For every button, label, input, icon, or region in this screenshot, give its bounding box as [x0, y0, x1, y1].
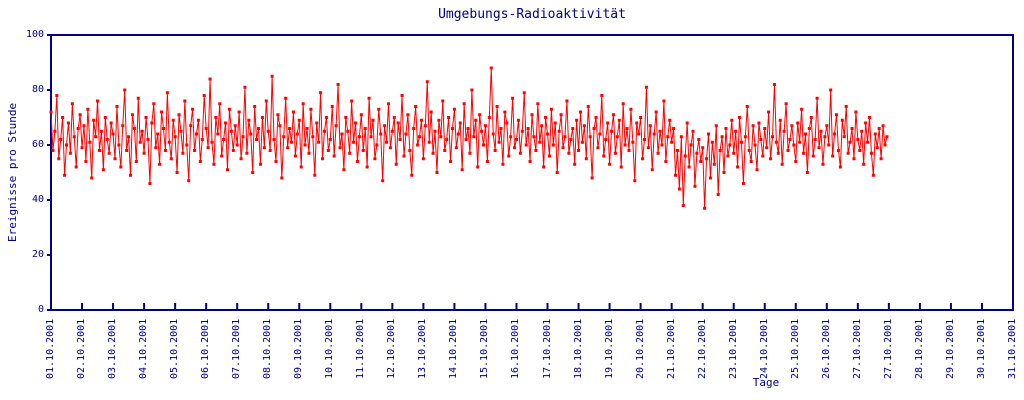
data-point-markers [49, 66, 889, 210]
x-tick-label: 02.10.2001 [76, 318, 88, 379]
x-tick-label: 26.10.2001 [820, 318, 832, 379]
x-tick-label: 31.10.2001 [1007, 318, 1018, 379]
x-tick-label: 20.10.2001 [634, 318, 646, 379]
x-tick-label: 04.10.2001 [138, 318, 150, 379]
x-tick-label: 09.10.2001 [293, 318, 305, 379]
x-tick-label: 03.10.2001 [107, 318, 119, 379]
x-tick-label: 08.10.2001 [262, 318, 274, 379]
y-tick-label: 40 [31, 194, 44, 205]
x-tick-label: 12.10.2001 [386, 318, 398, 379]
y-tick-label: 100 [25, 29, 44, 40]
y-axis-label: Ereignisse pro Stunde [6, 102, 19, 243]
x-tick-label: 19.10.2001 [603, 318, 615, 379]
y-tick-label: 20 [31, 249, 44, 260]
x-tick-label: 30.10.2001 [975, 318, 987, 379]
plot-border [50, 34, 1014, 311]
x-tick-label: 24.10.2001 [758, 318, 770, 379]
y-tick-label: 0 [37, 304, 44, 315]
y-tick-label: 80 [31, 84, 44, 95]
x-tick-label: 22.10.2001 [696, 318, 708, 379]
data-line [50, 67, 888, 209]
x-tick-label: 15.10.2001 [479, 318, 491, 379]
x-tick-label: 17.10.2001 [541, 318, 553, 379]
x-tick-label: 27.10.2001 [882, 318, 894, 379]
x-axis-label: Tage [752, 376, 780, 389]
x-tick-label: 28.10.2001 [913, 318, 925, 379]
x-tick-label: 05.10.2001 [169, 318, 181, 379]
x-tick-label: 23.10.2001 [727, 318, 739, 379]
x-tick-label: 16.10.2001 [510, 318, 522, 379]
x-tick-label: 11.10.2001 [355, 318, 367, 379]
x-tick-label: 06.10.2001 [200, 318, 212, 379]
x-tick-label: 21.10.2001 [665, 318, 677, 379]
x-tick-label: 01.10.2001 [45, 318, 56, 379]
x-tick-label: 25.10.2001 [789, 318, 801, 379]
x-tick-label: 27.10.2001 [851, 318, 863, 379]
x-tick-label: 10.10.2001 [324, 318, 336, 379]
x-tick-label: 18.10.2001 [572, 318, 584, 379]
y-tick-label: 60 [31, 139, 44, 150]
x-tick-label: 07.10.2001 [231, 318, 243, 379]
x-tick-label: 13.10.2001 [417, 318, 429, 379]
chart-title: Umgebungs-Radioaktivität [438, 7, 626, 22]
x-tick-label: 14.10.2001 [448, 318, 460, 379]
x-tick-label: 29.10.2001 [944, 318, 956, 379]
